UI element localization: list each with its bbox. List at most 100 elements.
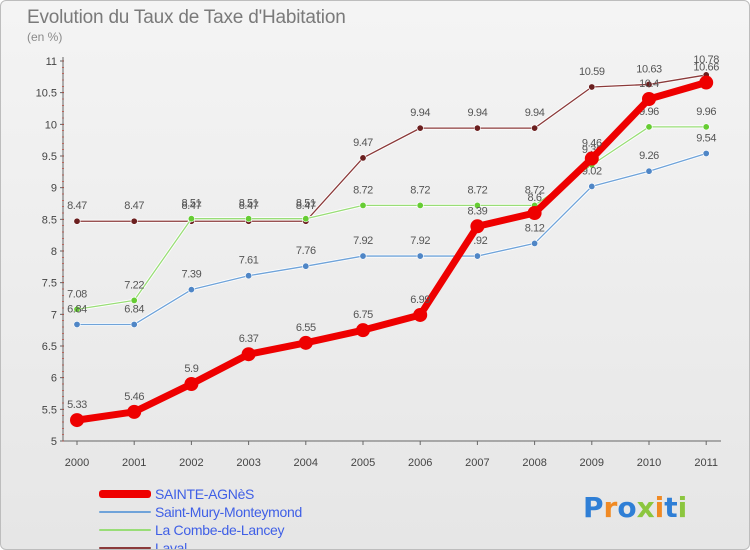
data-label: 7.22 (124, 279, 144, 291)
y-tick-label: 9.5 (42, 151, 57, 163)
data-label: 8.6 (528, 192, 542, 204)
data-label: 7.39 (181, 269, 201, 281)
data-point (130, 296, 138, 304)
x-tick-label: 2011 (694, 457, 718, 469)
data-label: 6.84 (67, 303, 87, 315)
data-point (699, 75, 714, 90)
y-tick-label: 11 (46, 56, 57, 68)
data-point (645, 123, 653, 131)
data-label: 6.99 (410, 294, 430, 306)
x-tick-label: 2000 (65, 457, 89, 469)
data-label: 10.66 (693, 62, 719, 74)
data-label: 8.72 (353, 184, 373, 196)
legend-label: Saint-Mury-Monteymond (155, 504, 302, 520)
data-point (470, 219, 485, 234)
data-label: 8.12 (525, 222, 545, 234)
y-tick-label: 10 (45, 119, 57, 131)
series-line-halo (77, 152, 707, 326)
data-label: 9.46 (582, 138, 602, 150)
legend-label: La Combe-de-Lancey (155, 522, 285, 538)
data-point (473, 124, 481, 132)
logo-letter: o (617, 491, 637, 524)
data-point (702, 149, 710, 157)
data-label: 8.51 (239, 198, 259, 210)
data-label: 10.59 (579, 66, 605, 78)
x-tick-label: 2010 (637, 457, 661, 469)
logo-letter: i (654, 491, 665, 524)
data-point (359, 252, 367, 260)
data-label: 9.94 (410, 107, 430, 119)
data-point (527, 206, 542, 220)
logo-letter: P (583, 491, 604, 524)
data-point (73, 305, 81, 313)
y-tick-label: 5 (51, 436, 57, 448)
legend-swatch (99, 490, 151, 498)
data-point (130, 217, 138, 225)
data-point (588, 182, 596, 190)
data-label: 6.75 (353, 309, 373, 321)
data-label: 9.94 (525, 107, 545, 119)
x-tick-label: 2002 (179, 457, 203, 469)
x-tick-label: 2006 (408, 457, 432, 469)
data-point (416, 124, 424, 132)
data-point (73, 320, 81, 328)
data-label: 8.72 (467, 184, 487, 196)
series-line (76, 126, 707, 310)
y-tick-label: 5.5 (42, 404, 57, 416)
legend-label: Laval (155, 540, 187, 550)
x-tick-label: 2003 (236, 457, 260, 469)
data-point (645, 167, 653, 175)
x-tick-label: 2005 (351, 457, 375, 469)
y-tick-label: 8 (51, 246, 57, 258)
data-point (187, 286, 195, 294)
data-point (187, 215, 195, 223)
data-point (642, 92, 656, 106)
data-label: 8.51 (296, 198, 316, 210)
legend-swatch (99, 529, 151, 531)
y-tick-label: 7 (51, 309, 57, 321)
data-label: 7.61 (239, 255, 259, 267)
data-point (184, 377, 199, 391)
chart-title: Evolution du Taux de Taxe d'Habitation (27, 7, 346, 28)
data-point (473, 201, 481, 209)
series-line (76, 74, 707, 222)
logo-letter: r (603, 491, 618, 524)
legend-item: La Combe-de-Lancey (99, 521, 302, 539)
data-point (416, 252, 424, 260)
legend-item: Laval (99, 539, 302, 550)
data-label: 8.51 (181, 198, 201, 210)
data-point (70, 413, 84, 428)
data-point (531, 124, 539, 132)
y-tick-label: 7.5 (42, 278, 57, 290)
legend-item: Saint-Mury-Monteymond (99, 503, 302, 521)
x-tick-label: 2007 (465, 457, 489, 469)
data-point (241, 347, 256, 362)
data-point (245, 215, 253, 223)
data-point (359, 154, 367, 162)
data-point (245, 272, 253, 280)
data-label: 9.47 (353, 137, 373, 149)
series-line (73, 79, 710, 424)
chart-legend: SAINTE-AGNèS Saint-Mury-Monteymond La Comb… (99, 485, 302, 550)
x-tick-label: 2008 (522, 457, 546, 469)
data-label: 9.94 (467, 107, 487, 119)
data-label: 8.72 (525, 184, 545, 196)
data-label: 5.9 (184, 363, 198, 375)
data-point (302, 262, 310, 270)
logo-letter: x (636, 491, 655, 524)
data-point (645, 80, 653, 88)
data-point (130, 320, 138, 328)
data-label: 8.47 (67, 200, 87, 212)
data-label: 7.92 (353, 235, 373, 247)
legend-swatch (99, 511, 151, 513)
data-label: 10.78 (693, 54, 719, 66)
logo-letter: i (677, 491, 688, 524)
y-tick-label: 9 (51, 183, 57, 195)
data-label: 10.4 (639, 78, 659, 90)
data-point (413, 307, 428, 322)
y-tick-label: 6.5 (42, 341, 57, 353)
data-point (531, 239, 539, 247)
data-label: 8.72 (410, 184, 430, 196)
y-tick-label: 8.5 (42, 214, 57, 226)
